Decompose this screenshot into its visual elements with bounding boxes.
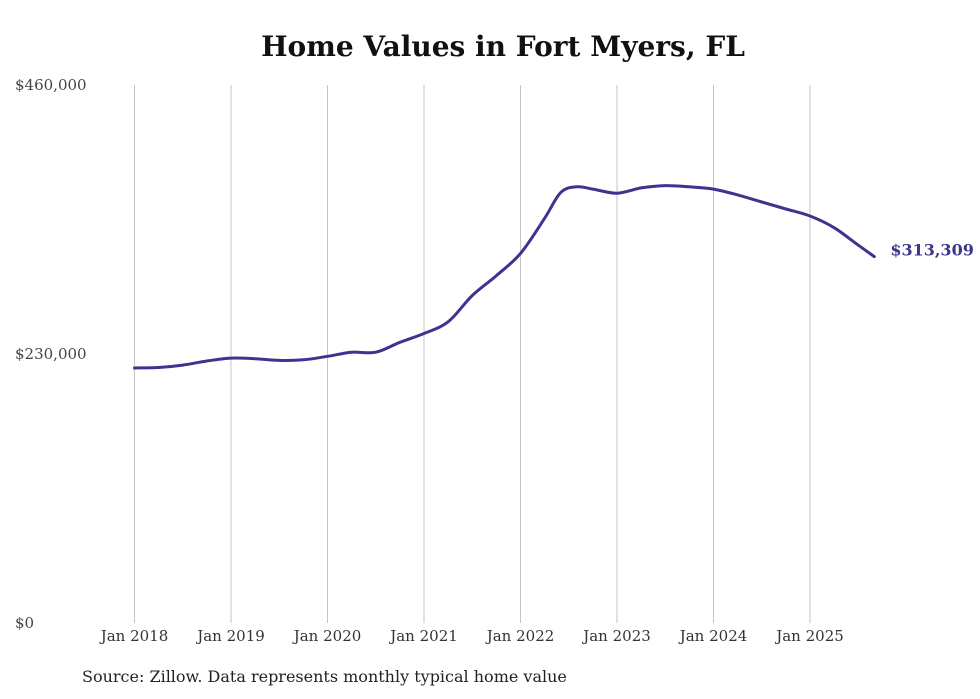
- x-tick-label: Jan 2023: [581, 627, 651, 645]
- x-tick-label: Jan 2021: [388, 627, 458, 645]
- x-tick-label: Jan 2019: [195, 627, 265, 645]
- x-axis: Jan 2018 Jan 2019 Jan 2020 Jan 2021 Jan 2022…: [99, 627, 844, 645]
- y-axis: $0 $230,000 $460,000: [15, 76, 87, 632]
- end-label-group: $313,309: [890, 241, 974, 260]
- end-value-label: $313,309: [890, 241, 974, 260]
- y-tick-label: $460,000: [15, 76, 87, 94]
- x-tick-label: Jan 2024: [678, 627, 748, 645]
- y-tick-label: $0: [15, 614, 34, 632]
- x-tick-label: Jan 2025: [774, 627, 844, 645]
- series-line-group: [133, 184, 876, 370]
- x-tick-label: Jan 2022: [485, 627, 555, 645]
- grid-lines: [134, 85, 811, 623]
- y-tick-label: $230,000: [15, 345, 87, 363]
- x-tick-label: Jan 2020: [292, 627, 362, 645]
- series-line: [133, 184, 876, 370]
- source-note: Source: Zillow. Data represents monthly …: [82, 667, 567, 686]
- chart-title: Home Values in Fort Myers, FL: [261, 30, 745, 63]
- x-tick-label: Jan 2018: [99, 627, 169, 645]
